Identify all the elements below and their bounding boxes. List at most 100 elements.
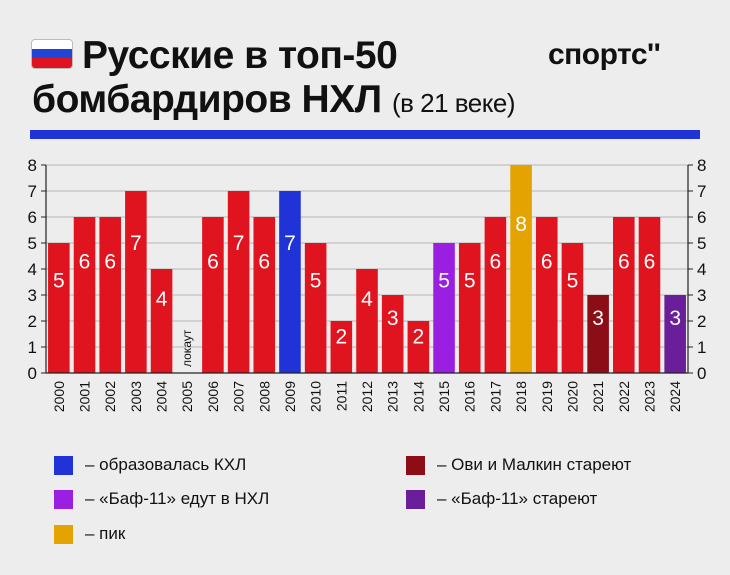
x-tick-label: 2008 [256, 381, 272, 412]
y-tick-label-left: 8 [28, 156, 37, 175]
x-tick-label: 2010 [308, 381, 324, 412]
bar [304, 243, 327, 373]
legend-item-peak: – пик [54, 524, 125, 544]
x-tick-label: 2006 [205, 381, 221, 412]
bar [279, 191, 301, 373]
lockout-annotation: локаут [180, 329, 194, 367]
legend-swatch-peak [54, 524, 73, 544]
y-tick-label-right: 7 [697, 182, 706, 201]
legend-label-baf11-aging: – «Баф-11» стареют [437, 489, 598, 508]
bar [458, 243, 481, 373]
x-tick-label: 2014 [410, 381, 426, 412]
legend-swatch-khl [54, 455, 73, 475]
bar-data-label: 8 [515, 213, 527, 236]
y-tick-label-left: 7 [28, 182, 37, 201]
y-tick-label-right: 8 [697, 156, 706, 175]
bar [330, 321, 353, 373]
legend-item-ovi-malkin: – Ови и Малкин стареют [406, 455, 631, 475]
y-tick-label-left: 2 [28, 312, 37, 331]
bar-data-label: 2 [335, 326, 347, 349]
bar [73, 217, 96, 373]
bar [253, 217, 276, 373]
bar-data-label: 2 [413, 326, 425, 349]
flag-stripe-white [32, 39, 72, 50]
bar-data-label: 4 [156, 288, 168, 311]
legend-swatch-baf11-nhl [54, 489, 73, 509]
legend-label-peak: – пик [85, 524, 126, 543]
bar [587, 295, 609, 373]
y-tick-label-right: 3 [697, 286, 706, 305]
bar-data-label: 6 [258, 251, 270, 274]
bar-data-label: 6 [104, 251, 116, 274]
bar-data-label: 3 [669, 307, 681, 330]
title-suffix: (в 21 веке) [391, 88, 516, 118]
bar-data-label: 6 [490, 251, 502, 274]
x-tick-label: 2001 [77, 381, 93, 412]
legend-item-baf11-aging: – «Баф-11» стареют [406, 489, 597, 509]
bar-data-label: 5 [464, 269, 476, 292]
bar [561, 243, 584, 373]
x-tick-label: 2024 [667, 381, 683, 412]
x-tick-label: 2002 [102, 381, 118, 412]
y-tick-label-right: 1 [697, 338, 706, 357]
flag-stripe-blue [32, 49, 72, 59]
x-tick-label: 2012 [359, 381, 375, 412]
bar-chart: 0 01 12 23 34 45 56 67 78 85200062001620027200342… [28, 156, 707, 412]
bar [664, 295, 686, 373]
y-tick-label-left: 1 [28, 338, 37, 357]
title-line-1: Русские в топ-50 [32, 34, 515, 78]
bar [381, 295, 404, 373]
y-tick-label-left: 3 [28, 286, 37, 305]
bar [638, 217, 661, 373]
legend-label-ovi-malkin: – Ови и Малкин стареют [437, 455, 632, 474]
y-tick-label-left: 6 [28, 208, 37, 227]
x-tick-label: 2003 [128, 381, 144, 412]
russian-flag-icon [32, 39, 72, 68]
bar-data-label: 3 [592, 307, 604, 330]
x-tick-label: 2011 [333, 381, 349, 411]
legend-item-baf11-nhl: – «Баф-11» едут в НХЛ [54, 489, 269, 509]
bar [510, 165, 532, 373]
bar-data-label: 7 [233, 232, 245, 255]
x-tick-label: 2017 [487, 381, 503, 412]
x-tick-label: 2016 [462, 381, 478, 412]
x-tick-label: 2015 [436, 381, 452, 412]
bar-data-label: 5 [310, 269, 322, 292]
bar [202, 217, 224, 373]
title-line-2: бомбардиров НХЛ (в 21 веке) [32, 78, 516, 125]
x-tick-label: 2018 [513, 381, 529, 412]
y-tick-label-left: 0 [28, 364, 37, 383]
bar [484, 217, 507, 373]
bar-data-label: 7 [130, 232, 142, 255]
y-tick-label-right: 2 [697, 312, 706, 331]
sports-logo: спортс'' [548, 38, 661, 71]
legend-swatch-ovi-malkin [406, 455, 425, 475]
bar-data-label: 5 [53, 269, 65, 292]
x-tick-label: 2020 [564, 381, 580, 412]
bar [535, 217, 558, 373]
bar [407, 321, 430, 373]
y-tick-label-right: 0 [697, 364, 706, 383]
bar-data-label: 4 [361, 288, 373, 311]
y-tick-label-right: 5 [697, 234, 706, 253]
bar [227, 191, 250, 373]
y-tick-label-left: 4 [28, 260, 37, 279]
title-text-1: Русские в топ-50 [82, 34, 398, 77]
x-tick-label: 2022 [616, 381, 632, 412]
bar-data-label: 6 [207, 251, 219, 274]
x-tick-label: 2021 [590, 381, 606, 412]
bar [613, 217, 635, 373]
x-tick-label: 2009 [282, 381, 298, 412]
bar-data-label: 6 [644, 251, 656, 274]
bar-data-label: 5 [567, 269, 579, 292]
bar-data-label: 6 [541, 251, 553, 274]
bar [125, 191, 147, 373]
legend-swatch-baf11-aging [406, 489, 425, 509]
x-tick-label: 2013 [385, 381, 401, 412]
chart-title: Русские в топ-50 бомбардиров НХЛ (в 21 в… [32, 34, 516, 125]
bar [150, 269, 173, 373]
x-tick-label: 2004 [154, 381, 170, 412]
bar-data-label: 6 [618, 251, 630, 274]
bar [356, 269, 378, 373]
y-tick-label-right: 6 [697, 208, 706, 227]
